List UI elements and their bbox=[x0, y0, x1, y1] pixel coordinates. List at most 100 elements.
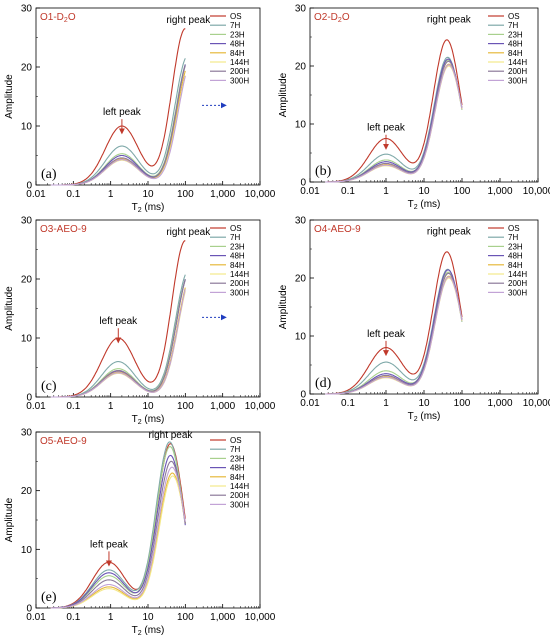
x-tick-label: 100 bbox=[177, 612, 194, 623]
y-axis-label: Amplitude bbox=[4, 74, 15, 119]
legend-label: 144H bbox=[230, 270, 249, 279]
legend-label: 200H bbox=[508, 67, 527, 76]
x-tick-label: 0.1 bbox=[66, 612, 80, 623]
legend-label: 48H bbox=[508, 40, 523, 49]
x-tick-label: 0.1 bbox=[66, 401, 80, 412]
y-tick-label: 0 bbox=[300, 390, 306, 401]
x-tick-label: 10,000 bbox=[245, 189, 276, 200]
legend-label: 300H bbox=[230, 288, 249, 297]
legend-label: OS bbox=[230, 12, 242, 21]
right-peak-label: right peak bbox=[166, 227, 211, 238]
legend-label: 23H bbox=[230, 242, 245, 251]
x-tick-label: 10 bbox=[142, 612, 154, 623]
legend-label: 200H bbox=[230, 67, 249, 76]
chart-panel-4: 0.01 0.1 1 10 100 1,000 10,000 0 10 20 30 T2 (ms) Am… bbox=[278, 216, 550, 424]
y-tick-label: 30 bbox=[295, 216, 307, 227]
legend-label: 200H bbox=[230, 279, 249, 288]
legend-label: 84H bbox=[230, 49, 245, 58]
right-peak-label: right peak bbox=[149, 430, 194, 441]
x-tick-label: 10,000 bbox=[245, 612, 276, 623]
legend-label: 48H bbox=[508, 252, 523, 261]
legend-label: 23H bbox=[230, 30, 245, 39]
legend-label: 48H bbox=[230, 464, 245, 473]
left-peak-label: left peak bbox=[367, 329, 406, 340]
left-peak-label: left peak bbox=[367, 123, 406, 134]
panel-letter: (c) bbox=[41, 379, 57, 394]
series-lines bbox=[50, 441, 186, 609]
legend-label: 144H bbox=[508, 58, 527, 67]
legend-label: 7H bbox=[230, 21, 240, 30]
panel-letter: (a) bbox=[41, 167, 57, 182]
x-tick-label: 0.1 bbox=[66, 189, 80, 200]
panel-title: O3-AEO-9 bbox=[40, 224, 87, 235]
x-tick-label: 10,000 bbox=[523, 398, 550, 409]
left-peak-label: left peak bbox=[90, 539, 129, 550]
x-tick-label: 10,000 bbox=[523, 186, 550, 197]
y-tick-label: 0 bbox=[26, 604, 32, 615]
legend-label: 144H bbox=[230, 482, 249, 491]
y-tick-label: 20 bbox=[295, 62, 307, 73]
legend-label: OS bbox=[508, 224, 520, 233]
panel-letter: (e) bbox=[41, 590, 57, 605]
right-peak-label: right peak bbox=[427, 227, 472, 238]
y-axis-label: Amplitude bbox=[4, 286, 15, 331]
series-line-300h bbox=[325, 64, 463, 183]
x-tick-label: 0.01 bbox=[300, 398, 320, 409]
y-tick-label: 0 bbox=[26, 393, 32, 404]
panel-title: O5-AEO-9 bbox=[40, 436, 87, 447]
y-tick-label: 20 bbox=[295, 274, 307, 285]
x-tick-label: 1 bbox=[108, 401, 114, 412]
x-tick-label: 0.01 bbox=[26, 189, 46, 200]
series-lines bbox=[50, 240, 186, 398]
legend-label: 7H bbox=[508, 233, 518, 242]
series-line-48h bbox=[50, 454, 186, 609]
legend-label: 144H bbox=[508, 270, 527, 279]
x-tick-label: 1 bbox=[108, 189, 114, 200]
x-axis-label: T2 (ms) bbox=[132, 414, 165, 426]
panel-title: O1-D2O bbox=[40, 12, 76, 24]
legend-label: 200H bbox=[230, 491, 249, 500]
legend-label: 84H bbox=[230, 261, 245, 270]
x-tick-label: 0.1 bbox=[341, 398, 355, 409]
legend-label: 7H bbox=[230, 233, 240, 242]
legend-label: 48H bbox=[230, 252, 245, 261]
y-tick-label: 10 bbox=[21, 122, 33, 133]
left-peak-label: left peak bbox=[103, 107, 142, 118]
legend-label: 300H bbox=[508, 76, 527, 85]
series-line-300h bbox=[325, 276, 463, 395]
legend-label: 144H bbox=[230, 58, 249, 67]
series-line-300h bbox=[50, 75, 186, 186]
chart-panel-5: 0.01 0.1 1 10 100 1,000 10,000 0 10 20 30 T2 (ms) Am… bbox=[4, 428, 276, 638]
legend-label: OS bbox=[230, 224, 242, 233]
plot-frame bbox=[35, 219, 261, 398]
series-line-300h bbox=[50, 466, 186, 609]
series-lines bbox=[50, 28, 186, 186]
y-axis-label: Amplitude bbox=[4, 497, 15, 542]
series-line-300h bbox=[50, 289, 186, 398]
x-tick-label: 1,000 bbox=[487, 398, 512, 409]
x-axis-label: T2 (ms) bbox=[132, 625, 165, 637]
series-lines bbox=[325, 39, 463, 183]
x-tick-label: 10,000 bbox=[245, 401, 276, 412]
x-tick-label: 10 bbox=[142, 189, 154, 200]
legend-label: 23H bbox=[230, 454, 245, 463]
legend-label: OS bbox=[508, 12, 520, 21]
legend-label: 84H bbox=[508, 261, 523, 270]
x-tick-label: 1 bbox=[383, 398, 389, 409]
legend-label: 84H bbox=[230, 473, 245, 482]
x-tick-label: 1 bbox=[383, 186, 389, 197]
y-tick-label: 10 bbox=[295, 120, 307, 131]
x-tick-label: 100 bbox=[454, 398, 471, 409]
right-peak-label: right peak bbox=[427, 15, 472, 26]
series-lines bbox=[325, 251, 463, 395]
x-axis-label: T2 (ms) bbox=[132, 202, 165, 214]
x-tick-label: 10 bbox=[418, 186, 430, 197]
legend-label: 48H bbox=[230, 40, 245, 49]
plot-frame bbox=[35, 7, 261, 186]
